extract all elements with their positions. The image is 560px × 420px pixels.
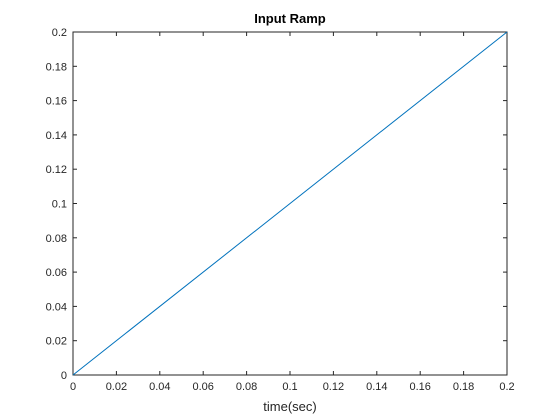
y-tick-labels: 0 0.02 0.04 0.06 0.08 0.1 0.12 0.14 0.16 0.18 0.2 xyxy=(46,27,67,382)
y-tick-label: 0.1 xyxy=(52,199,67,211)
chart-title: Input Ramp xyxy=(254,11,326,26)
x-tick-label: 0 xyxy=(70,381,76,393)
y-tick-label: 0.04 xyxy=(46,301,67,313)
y-tick-label: 0.02 xyxy=(46,336,67,348)
y-tick-label: 0.14 xyxy=(46,130,67,142)
x-tick-label: 0.2 xyxy=(499,381,514,393)
series-line xyxy=(72,31,508,376)
series-layer xyxy=(72,31,508,376)
x-tick-label: 0.1 xyxy=(282,381,297,393)
y-tick-label: 0.12 xyxy=(46,164,67,176)
x-tick-label: 0.18 xyxy=(453,381,474,393)
x-tick-label: 0.06 xyxy=(192,381,213,393)
x-axis-title: time(sec) xyxy=(263,399,316,414)
y-tick-label: 0.16 xyxy=(46,96,67,108)
y-tick-label: 0.06 xyxy=(46,267,67,279)
x-tick-label: 0.04 xyxy=(149,381,170,393)
x-tick-label: 0.16 xyxy=(409,381,430,393)
x-tick-labels: 0 0.02 0.04 0.06 0.08 0.1 0.12 0.14 0.16 0.18 0.2 xyxy=(70,381,515,393)
y-tick-label: 0.2 xyxy=(52,27,67,39)
y-tick-label: 0.18 xyxy=(46,61,67,73)
x-tick-label: 0.08 xyxy=(236,381,257,393)
y-tick-label: 0 xyxy=(61,370,67,382)
y-tick-label: 0.08 xyxy=(46,233,67,245)
x-tick-label: 0.02 xyxy=(106,381,127,393)
x-tick-label: 0.14 xyxy=(366,381,387,393)
x-tick-label: 0.12 xyxy=(323,381,344,393)
